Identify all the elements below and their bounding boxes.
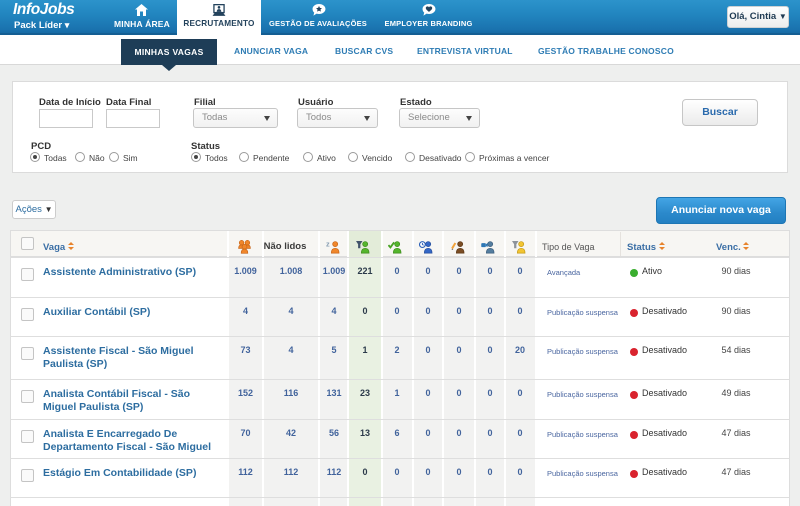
svg-text:z: z [326, 240, 330, 249]
